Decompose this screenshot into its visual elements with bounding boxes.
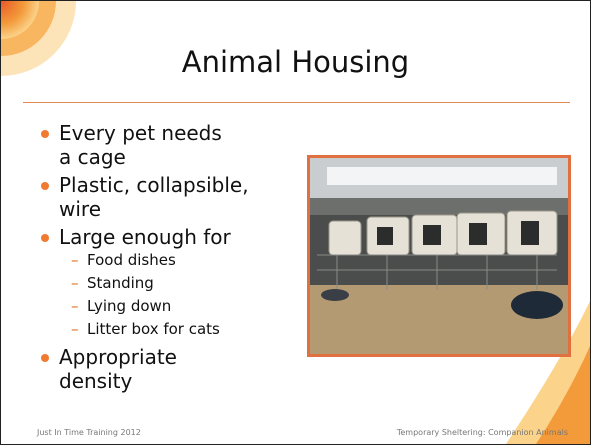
- bullet: Plastic, collapsible, wire: [37, 173, 249, 221]
- title-rule: [23, 102, 570, 103]
- sub-bullet: Food dishes: [71, 249, 252, 272]
- bullet-text: Large enough for: [59, 225, 231, 249]
- slide: Animal Housing Every pet needs a cage Pl…: [0, 0, 591, 445]
- sub-bullet: Standing: [71, 272, 252, 295]
- bullet: Every pet needs a cage: [37, 121, 229, 169]
- sub-bullet: Lying down: [71, 295, 252, 318]
- photo: [307, 155, 571, 357]
- sub-list: Food dishes Standing Lying down Litter b…: [59, 249, 252, 341]
- bullet-list: Every pet needs a cage Plastic, collapsi…: [37, 121, 252, 397]
- footer-left: Just In Time Training 2012: [37, 428, 141, 437]
- bullet: Appropriate density: [37, 345, 252, 393]
- sub-bullet: Litter box for cats: [71, 318, 252, 341]
- footer-right: Temporary Sheltering: Companion Animals: [397, 428, 568, 437]
- slide-title: Animal Housing: [1, 45, 590, 79]
- bullet: Large enough for Food dishes Standing Ly…: [37, 225, 252, 341]
